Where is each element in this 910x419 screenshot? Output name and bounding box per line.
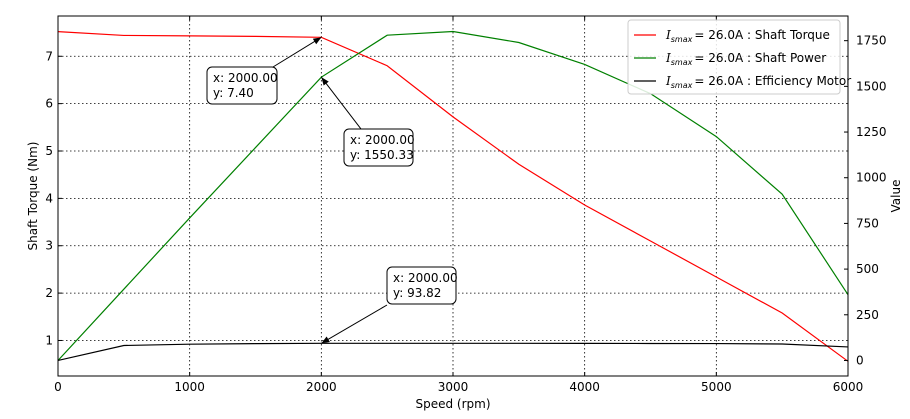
- y2-tick-label: 750: [856, 216, 879, 230]
- annotation-box: [343, 128, 414, 167]
- series-lines: [58, 30, 848, 362]
- annotations: x: 2000.00y: 7.40x: 2000.00y: 1550.33x: …: [206, 36, 458, 344]
- y-tick-label: 2: [45, 286, 53, 300]
- legend-entry-2: Ismax = 26.0A : Shaft Power: [634, 51, 826, 67]
- y2-tick-label: 0: [856, 353, 864, 367]
- annotation-x-text: x: 2000.00: [213, 71, 278, 85]
- y-tick-label: 5: [45, 144, 53, 158]
- legend-entry-1: Ismax = 26.0A : Shaft Torque: [634, 28, 830, 44]
- x-axis-label: Speed (rpm): [415, 397, 490, 411]
- y-tick-label: 3: [45, 239, 53, 253]
- annotation-2: x: 2000.00y: 1550.33: [320, 76, 415, 167]
- x-tick-label: 5000: [701, 380, 732, 394]
- legend-label: Ismax = 26.0A : Shaft Torque: [665, 28, 830, 44]
- annotation-box: [206, 66, 278, 105]
- x-tick-label: 3000: [438, 380, 469, 394]
- x-tick-label: 0: [54, 380, 62, 394]
- annotation-arrowhead: [321, 336, 330, 344]
- annotation-arrowhead: [312, 37, 322, 45]
- annotation-box: [386, 266, 457, 305]
- series-line-2: [58, 30, 848, 361]
- y2-tick-label: 250: [856, 308, 879, 322]
- axis-ticks: 0 1000 2000 3000 4000 5000 6000 1 2 3 4 5 6 7 0 250 500 7…: [45, 16, 887, 394]
- annotation-3: x: 2000.00y: 93.82: [321, 266, 458, 344]
- y2-tick-label: 500: [856, 262, 879, 276]
- x-tick-label: 4000: [569, 380, 600, 394]
- annotation-y-text: y: 1550.33: [350, 148, 414, 162]
- y2-tick-label: 1750: [856, 34, 887, 48]
- annotation-arrow-line: [321, 304, 388, 344]
- y-tick-label: 6: [45, 97, 53, 111]
- x-tick-label: 6000: [833, 380, 864, 394]
- y-tick-label: 4: [45, 191, 53, 205]
- y-tick-label: 7: [45, 49, 53, 63]
- legend: Ismax = 26.0A : Shaft Torque Ismax = 26.0A …: [627, 19, 851, 95]
- grid: [58, 16, 848, 376]
- annotation-arrow-line: [320, 76, 362, 130]
- y-axis-label: Shaft Torque (Nm): [26, 142, 40, 251]
- x-tick-label: 1000: [174, 380, 205, 394]
- legend-label: Ismax = 26.0A : Efficiency Motor: [665, 74, 851, 90]
- series-line-1: [58, 31, 848, 362]
- legend-entry-3: Ismax = 26.0A : Efficiency Motor: [634, 74, 851, 90]
- annotation-x-text: x: 2000.00: [350, 133, 415, 147]
- series-line-3: [58, 342, 848, 362]
- legend-box: [627, 19, 841, 95]
- annotation-y-text: y: 7.40: [213, 86, 254, 100]
- y2-axis-label: Value: [889, 180, 903, 213]
- annotation-y-text: y: 93.82: [393, 286, 441, 300]
- y2-tick-label: 1500: [856, 79, 887, 93]
- x-tick-label: 2000: [306, 380, 337, 394]
- annotation-1: x: 2000.00y: 7.40: [206, 36, 322, 105]
- annotation-x-text: x: 2000.00: [393, 271, 458, 285]
- annotation-arrowhead: [321, 77, 329, 86]
- annotation-arrow-line: [272, 36, 322, 68]
- y2-tick-label: 1000: [856, 171, 887, 185]
- y2-tick-label: 1250: [856, 125, 887, 139]
- y-tick-label: 1: [45, 333, 53, 347]
- legend-label: Ismax = 26.0A : Shaft Power: [665, 51, 826, 67]
